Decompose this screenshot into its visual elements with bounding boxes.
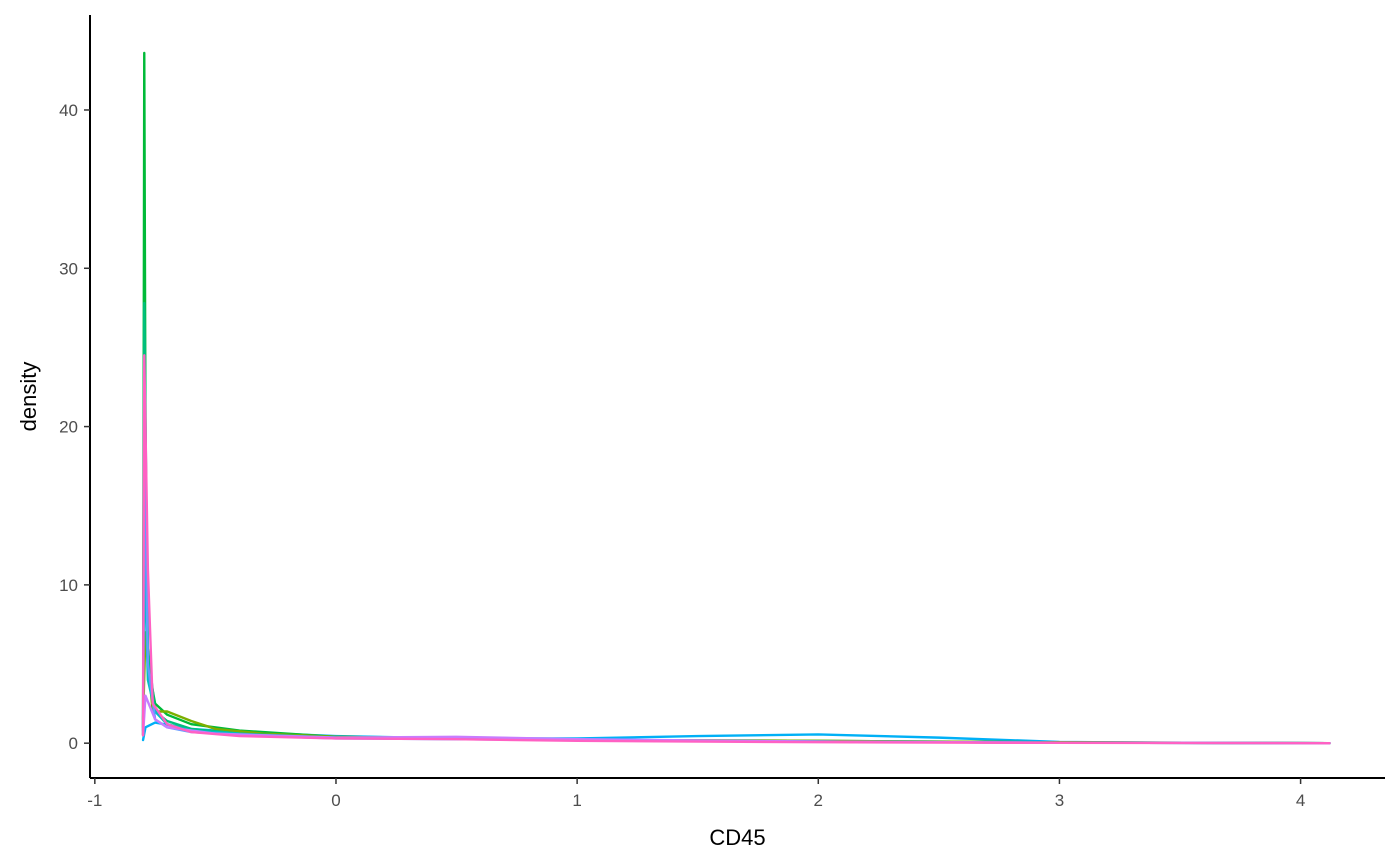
x-axis-ticks: -1 0 1 2 3 4 [87,778,1305,810]
x-tick-label: 0 [331,791,340,810]
x-tick-label: 2 [814,791,823,810]
series-layer [141,51,1331,745]
y-tick-label: 40 [59,101,78,120]
x-axis-title: CD45 [709,825,765,850]
x-tick-label: -1 [87,791,102,810]
y-axis-ticks: 0 10 20 30 40 [59,101,90,753]
density-series-line-4 [141,301,1331,745]
y-tick-label: 20 [59,418,78,437]
x-tick-label: 4 [1296,791,1305,810]
y-axis-title: density [16,362,41,432]
y-tick-label: 30 [59,259,78,278]
density-series-line-3 [141,631,1331,745]
density-series-line-2 [141,51,1331,745]
x-tick-label: 3 [1055,791,1064,810]
x-tick-label: 1 [572,791,581,810]
density-series-line-8 [141,354,1331,745]
density-series-line-6 [141,442,1331,745]
y-tick-label: 0 [69,734,78,753]
density-series-line-5 [141,552,1331,745]
y-tick-label: 10 [59,576,78,595]
